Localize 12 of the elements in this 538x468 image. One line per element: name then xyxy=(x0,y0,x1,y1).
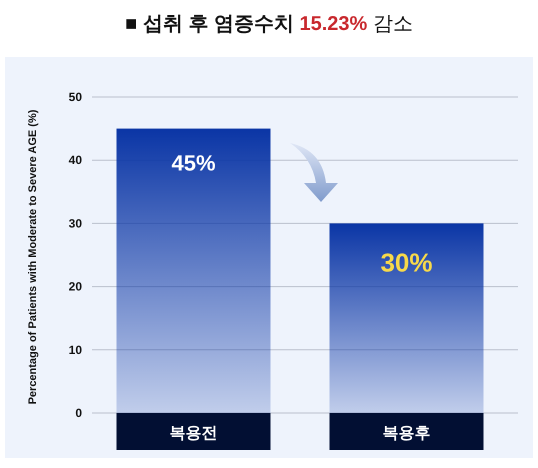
ytick: 10 xyxy=(68,342,82,357)
ylabel: Percentage of Patients with Moderate to Severe AGE (%) xyxy=(27,110,39,404)
ytick: 20 xyxy=(68,280,82,294)
ytick: 0 xyxy=(75,406,82,420)
xtick: 복용후 xyxy=(382,425,430,442)
value-label: 45% xyxy=(171,150,216,176)
title: ■ 섭취 후 염증수치 15.23% 감소 xyxy=(125,13,413,35)
xtick: 복용전 xyxy=(170,425,218,442)
ytick: 50 xyxy=(68,90,82,104)
ytick: 40 xyxy=(68,153,82,168)
ytick: 30 xyxy=(68,216,82,230)
value-label: 30% xyxy=(380,247,433,278)
